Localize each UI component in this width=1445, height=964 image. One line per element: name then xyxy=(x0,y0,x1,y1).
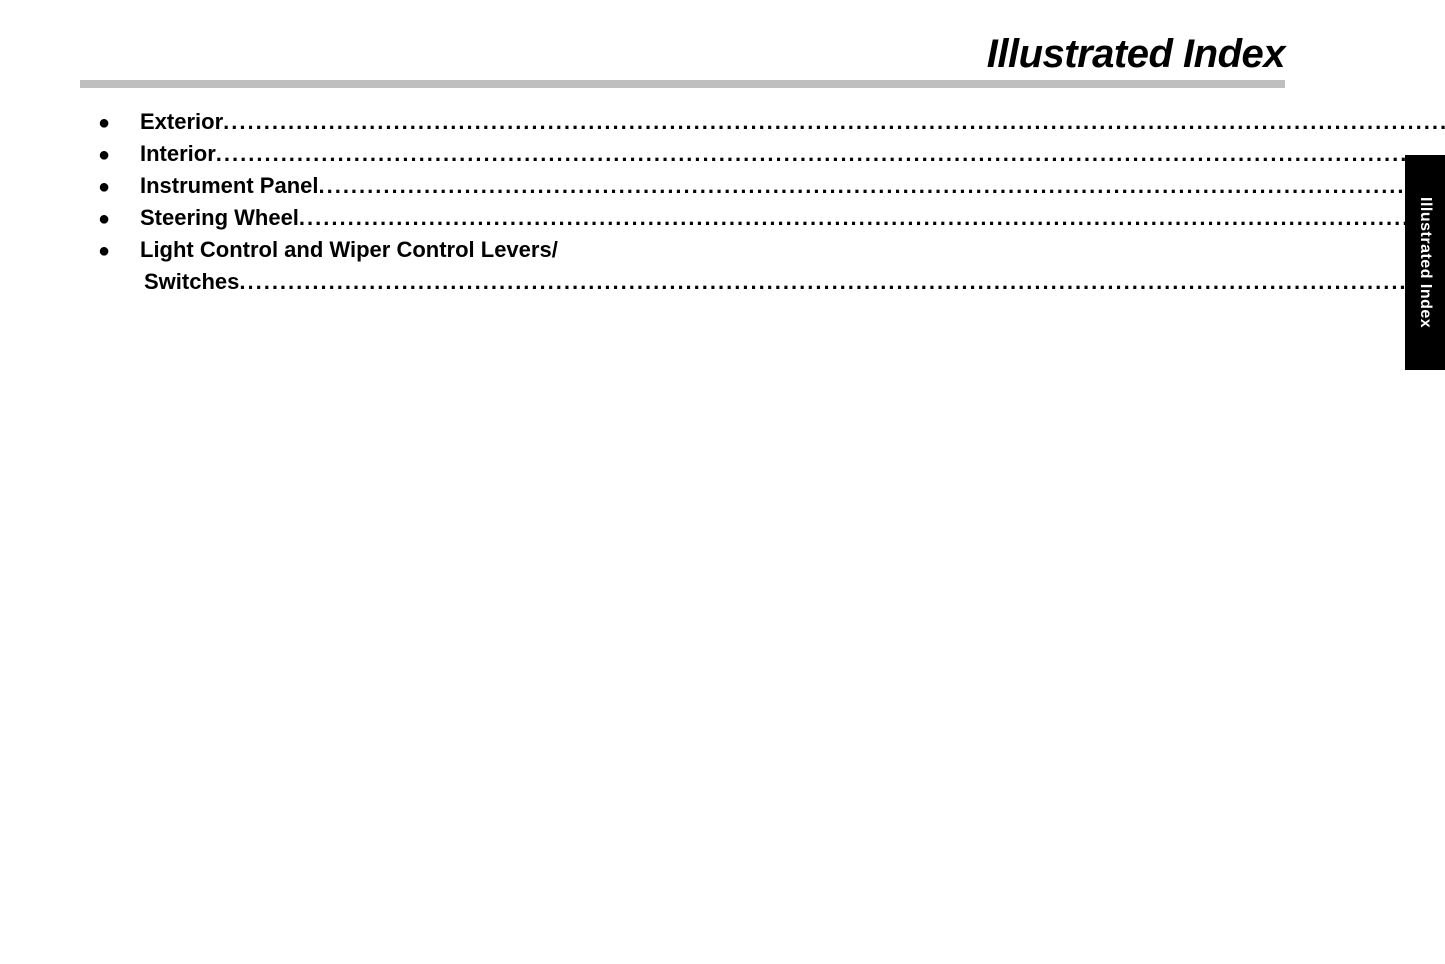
toc-leader: ........................................… xyxy=(216,138,1445,170)
bullet-icon: ● xyxy=(80,173,140,202)
toc-label: Exterior xyxy=(140,106,223,138)
toc-entry: ●Light Control and Wiper Control Levers/ xyxy=(80,234,1445,266)
toc-label: Switches xyxy=(140,266,239,298)
section-tab: Illustrated Index xyxy=(1405,155,1445,370)
toc-leader: ........................................… xyxy=(299,202,1445,234)
toc-leader: ........................................… xyxy=(223,106,1445,138)
bullet-icon: ● xyxy=(80,205,140,234)
toc-content: ●Exterior...............................… xyxy=(80,106,1285,866)
toc-label: Steering Wheel xyxy=(140,202,299,234)
toc-label: Instrument Panel xyxy=(140,170,318,202)
toc-label: Light Control and Wiper Control Levers/ xyxy=(140,234,558,266)
title-underline xyxy=(80,80,1285,88)
toc-column-left: ●Exterior...............................… xyxy=(80,106,1445,866)
bullet-icon: ● xyxy=(80,109,140,138)
toc-leader: ........................................… xyxy=(318,170,1445,202)
bullet-icon: ● xyxy=(80,237,140,266)
toc-entry: ●Exterior...............................… xyxy=(80,106,1445,138)
toc-entry: Switches................................… xyxy=(80,266,1445,298)
toc-entry: ●Steering Wheel.........................… xyxy=(80,202,1445,234)
toc-leader: ........................................… xyxy=(239,266,1445,298)
page-title: Illustrated Index xyxy=(987,32,1285,77)
toc-entry: ●Interior...............................… xyxy=(80,138,1445,170)
section-tab-label: Illustrated Index xyxy=(1416,197,1434,328)
bullet-icon: ● xyxy=(80,141,140,170)
toc-label: Interior xyxy=(140,138,216,170)
toc-entry: ●Instrument Panel.......................… xyxy=(80,170,1445,202)
